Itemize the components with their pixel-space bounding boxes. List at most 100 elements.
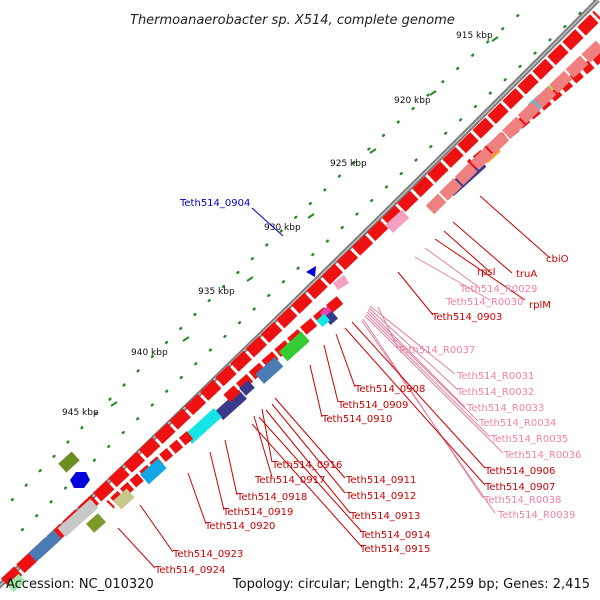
leader-R0032 xyxy=(368,307,459,391)
gene-label-teth514-0911[interactable]: Teth514_0911 xyxy=(345,475,416,486)
gene-label-teth514-r0033[interactable]: Teth514_R0033 xyxy=(466,403,544,414)
feature-rna-marker xyxy=(333,275,349,290)
gene-label-teth514-r0038[interactable]: Teth514_R0038 xyxy=(483,495,561,506)
gene-label-teth514-0907[interactable]: Teth514_0907 xyxy=(484,482,555,493)
leader-0907 xyxy=(344,327,486,486)
feature-navy-low xyxy=(239,380,255,396)
gene-label-teth514-0919[interactable]: Teth514_0919 xyxy=(222,507,293,518)
gene-labels: Teth514_0904 cbiO truA rpsI rplM Teth514… xyxy=(154,198,581,576)
gene-label-teth514-r0039[interactable]: Teth514_R0039 xyxy=(497,510,575,521)
leader-R0039 xyxy=(361,320,496,514)
feature-cyan-small xyxy=(316,313,331,328)
gene-label-teth514-0909[interactable]: Teth514_0909 xyxy=(337,400,408,411)
tick-945 xyxy=(110,401,118,407)
leader-R0033 xyxy=(367,309,466,408)
tick-label-930: 930 kbp xyxy=(264,223,301,233)
feature-steel-blue xyxy=(28,530,62,562)
outer-features xyxy=(6,266,316,593)
leader-0916 xyxy=(261,408,273,463)
label-leader-lines xyxy=(117,195,551,569)
leader-0906 xyxy=(351,321,486,469)
feature-navy-mid xyxy=(215,389,247,421)
tick-label-915: 915 kbp xyxy=(456,31,493,41)
feature-olive-inner xyxy=(86,513,106,533)
feature-khaki xyxy=(113,488,135,510)
gene-label-rplm[interactable]: rplM xyxy=(529,300,551,311)
feature-trna-pink xyxy=(385,209,410,233)
gene-label-trua[interactable]: truA xyxy=(516,269,537,280)
leader-0910 xyxy=(309,364,323,418)
tick-935 xyxy=(246,276,254,282)
gene-label-teth514-0904[interactable]: Teth514_0904 xyxy=(179,198,250,209)
leader-0909 xyxy=(323,344,339,403)
tick-label-935: 935 kbp xyxy=(198,287,235,297)
gene-label-teth514-0916[interactable]: Teth514_0916 xyxy=(271,460,342,471)
leader-0923 xyxy=(139,504,174,553)
tick-925 xyxy=(369,148,377,154)
gene-label-teth514-r0035[interactable]: Teth514_R0035 xyxy=(490,434,568,445)
leader-R0035 xyxy=(365,313,491,438)
leader-0904 xyxy=(251,207,284,237)
scale-ticks: 915 kbp 920 kbp 925 kbp 930 kbp 935 kbp … xyxy=(62,31,499,418)
ruler-ring-outer xyxy=(10,3,532,502)
tick-label-940: 940 kbp xyxy=(131,348,168,358)
leader-cbiO xyxy=(479,195,551,259)
gene-label-teth514-0915[interactable]: Teth514_0915 xyxy=(359,544,430,555)
leader-R0037 xyxy=(377,306,399,349)
gene-label-teth514-0912[interactable]: Teth514_0912 xyxy=(345,491,416,502)
gene-label-teth514-0906[interactable]: Teth514_0906 xyxy=(484,466,555,477)
feature-steel-blue-mid xyxy=(255,356,284,384)
feature-cyan-mid xyxy=(184,408,222,444)
leader-0912 xyxy=(271,403,346,494)
gene-label-teth514-0923[interactable]: Teth514_0923 xyxy=(172,549,243,560)
tick-label-945: 945 kbp xyxy=(62,408,99,418)
gene-label-teth514-0913[interactable]: Teth514_0913 xyxy=(349,511,420,522)
gene-label-teth514-r0036[interactable]: Teth514_R0036 xyxy=(503,450,581,461)
gene-label-cbio[interactable]: cbiO xyxy=(546,254,569,265)
leader-R0036 xyxy=(364,315,504,454)
leader-0917 xyxy=(253,415,273,478)
gene-label-teth514-0914[interactable]: Teth514_0914 xyxy=(359,530,430,541)
feature-blue-hex xyxy=(70,472,90,488)
tick-940 xyxy=(182,336,190,342)
gene-label-teth514-0908[interactable]: Teth514_0908 xyxy=(354,384,425,395)
leader-0911 xyxy=(274,397,346,479)
leader-R0030 xyxy=(414,256,491,301)
leader-R0034 xyxy=(366,311,479,422)
gene-label-teth514-r0032[interactable]: Teth514_R0032 xyxy=(456,387,534,398)
gene-label-teth514-r0031[interactable]: Teth514_R0031 xyxy=(456,371,534,382)
leader-rpsI xyxy=(443,230,491,273)
leader-0903 xyxy=(397,271,434,316)
map-title: Thermoanaerobacter sp. X514, complete ge… xyxy=(130,13,455,28)
leader-truA xyxy=(452,221,513,274)
gene-label-teth514-0918[interactable]: Teth514_0918 xyxy=(236,492,307,503)
gene-label-teth514-0910[interactable]: Teth514_0910 xyxy=(321,414,392,425)
rrna-track-top xyxy=(425,40,600,215)
gene-label-teth514-r0037[interactable]: Teth514_R0037 xyxy=(397,345,475,356)
feature-olive-outer xyxy=(58,451,80,473)
tick-930 xyxy=(307,213,315,219)
leader-0919 xyxy=(209,451,225,511)
feature-cyan-low xyxy=(140,458,167,485)
leader-0913 xyxy=(265,409,351,514)
highlight-gene-marker xyxy=(306,266,316,277)
tick-label-925: 925 kbp xyxy=(330,159,367,169)
leader-rplM xyxy=(434,238,526,301)
leader-0918 xyxy=(224,439,238,496)
gene-label-teth514-0920[interactable]: Teth514_0920 xyxy=(204,521,275,532)
gene-label-rpsi[interactable]: rpsI xyxy=(477,267,496,278)
leader-0915 xyxy=(251,423,363,548)
accession-text: Accession: NC_010320 xyxy=(6,577,154,592)
tick-920 xyxy=(429,90,437,96)
feature-green-small xyxy=(6,573,26,593)
gene-label-teth514-0903[interactable]: Teth514_0903 xyxy=(431,312,502,323)
tick-915 xyxy=(491,36,499,42)
gene-label-teth514-r0034[interactable]: Teth514_R0034 xyxy=(478,418,556,429)
feature-light-gray xyxy=(57,498,99,538)
gene-label-teth514-r0030[interactable]: Teth514_R0030 xyxy=(445,297,523,308)
gene-label-teth514-r0029[interactable]: Teth514_R0029 xyxy=(459,284,537,295)
leader-0924 xyxy=(117,527,156,569)
gene-label-teth514-0924[interactable]: Teth514_0924 xyxy=(154,565,225,576)
gene-label-teth514-0917[interactable]: Teth514_0917 xyxy=(254,475,325,486)
